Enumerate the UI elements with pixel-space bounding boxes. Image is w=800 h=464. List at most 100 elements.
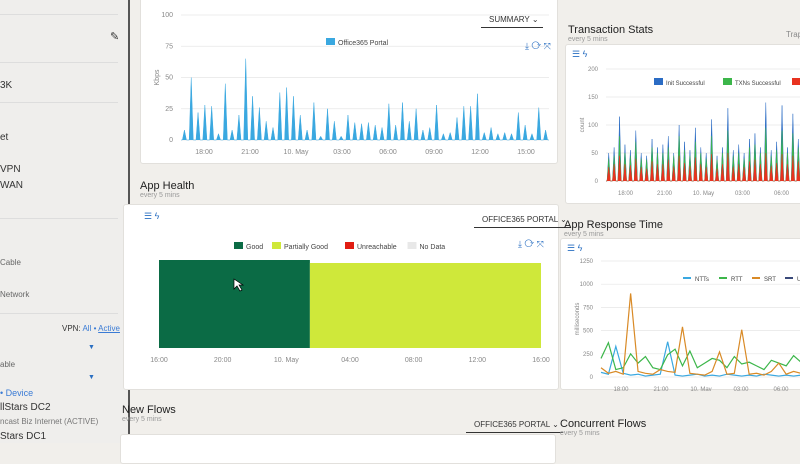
app-select-dropdown[interactable]: OFFICE365 PORTAL ⌄: [466, 420, 563, 433]
table-icon[interactable]: ☰: [572, 49, 581, 59]
x-tick-label: 21:00: [653, 387, 669, 391]
transaction-card: ☰ ϟ 0 50 100 150 200 18:00 21:00 10. May 03:00 06…: [565, 44, 800, 204]
y-axis-label: count: [580, 117, 586, 132]
legend-swatch: [345, 242, 354, 249]
x-tick-label: 18:00: [613, 387, 629, 391]
sidebar: ✎ 3K et VPN WAN Cable Network VPN: All •…: [0, 0, 130, 443]
legend-label: Unreachable: [357, 244, 397, 251]
section-subtitle: every 5 mins: [564, 231, 604, 238]
refresh-icon[interactable]: ⟳: [524, 239, 535, 249]
legend-swatch: [272, 242, 281, 249]
x-tick-label: 04:00: [341, 357, 359, 364]
download-icon[interactable]: ⤓: [525, 41, 529, 51]
health-segment-partially-good: [309, 263, 541, 348]
chart-toolbar: ☰ ϟ: [572, 49, 587, 60]
dropdown-label: SUMMARY: [489, 15, 530, 24]
section-title: App Health: [140, 180, 195, 192]
chevron-down-icon: ⌄: [560, 215, 567, 224]
x-tick-label: 08:00: [405, 357, 423, 364]
vpn-active-link[interactable]: Active: [98, 324, 120, 333]
chevron-down-icon[interactable]: ▼: [88, 374, 95, 381]
series-area: [606, 152, 800, 182]
site-name[interactable]: Stars DC1: [0, 431, 47, 442]
cursor-icon: [233, 278, 245, 292]
x-tick-label: 12:00: [469, 357, 487, 364]
y-axis-label: milliseconds: [575, 303, 581, 336]
section-subtitle: every 5 mins: [560, 430, 600, 437]
chart-toolbar: ⤓ ⟳ ⤧: [525, 41, 551, 52]
app-response-card: ☰ ϟ 0 250 500 750 1000 1250 18:00 21:00 10. May 0…: [560, 238, 800, 393]
x-tick-label: 06:00: [774, 191, 790, 197]
app-health-card: ☰ ϟ OFFICE365 PORTAL ⌄ ⤓ ⟳ ⤧ Good Partial…: [123, 204, 571, 390]
site-name[interactable]: llStars DC2: [0, 402, 51, 413]
x-tick-label: 03:00: [733, 387, 749, 391]
refresh-icon[interactable]: ⟳: [531, 41, 542, 51]
x-tick-label: 10. May: [274, 357, 299, 364]
sidebar-item[interactable]: VPN: [0, 164, 21, 175]
y-tick-label: 0: [595, 179, 599, 185]
y-tick-label: 75: [165, 43, 173, 50]
series-line: [600, 341, 800, 377]
legend-label: Good: [246, 244, 263, 251]
table-icon[interactable]: ☰: [567, 243, 576, 253]
sidebar-item[interactable]: Network: [0, 290, 30, 299]
x-tick-label: 20:00: [214, 357, 232, 364]
legend-label: UDP-TRT: [797, 277, 800, 283]
device-link[interactable]: Device: [5, 388, 34, 398]
chevron-down-icon: ⌄: [552, 420, 559, 429]
vpn-all-link[interactable]: All: [82, 324, 92, 333]
x-tick-label: 18:00: [618, 191, 634, 197]
new-flows-heading: New Flows every 5 mins: [122, 404, 176, 423]
section-title: App Response Time: [564, 219, 664, 231]
transaction-chart: 0 50 100 150 200 18:00 21:00 10. May 03:00 06:00 c…: [580, 67, 800, 197]
device-toggle[interactable]: • Device: [0, 388, 33, 398]
table-icon[interactable]: ☰: [144, 211, 153, 221]
legend-label: Init Successful: [666, 81, 705, 87]
y-tick-label: 1250: [580, 259, 594, 265]
series-line: [600, 293, 800, 376]
legend-swatch: [407, 242, 417, 249]
chart-toolbar: ☰ ϟ: [144, 211, 159, 222]
sidebar-item[interactable]: WAN: [0, 180, 23, 191]
x-tick-label: 10. May: [690, 387, 711, 391]
y-tick-label: 500: [583, 329, 594, 335]
chart-toolbar: ☰ ϟ: [567, 243, 582, 254]
legend-swatch: [723, 78, 732, 85]
x-tick-label: 10. May: [693, 191, 714, 197]
legend-label: Office365 Portal: [338, 40, 389, 47]
app-select-dropdown[interactable]: OFFICE365 PORTAL ⌄: [474, 215, 571, 228]
section-title: Concurrent Flows: [560, 418, 647, 430]
pencil-icon[interactable]: ✎: [110, 31, 120, 43]
dropdown-label: OFFICE365 PORTAL: [474, 420, 550, 429]
legend-label: NTTs: [695, 277, 709, 283]
chevron-down-icon: ⌄: [531, 15, 539, 24]
separator: •: [0, 388, 4, 398]
sidebar-item[interactable]: 3K: [0, 80, 13, 91]
transaction-title: Transaction Stats every 5 mins: [568, 24, 653, 43]
y-tick-label: 25: [165, 106, 173, 113]
app-response-chart: 0 250 500 750 1000 1250 18:00 21:00 10. May 03:00…: [575, 259, 800, 393]
vpn-filter: VPN: All • Active: [62, 324, 120, 333]
expand-icon[interactable]: ⤧: [543, 41, 551, 51]
summary-dropdown[interactable]: SUMMARY ⌄: [481, 15, 543, 28]
x-tick-label: 06:00: [379, 149, 397, 156]
lightning-icon[interactable]: ϟ: [582, 49, 588, 59]
sidebar-item[interactable]: et: [0, 132, 9, 143]
concurrent-flows-heading: Concurrent Flows every 5 mins: [560, 418, 646, 437]
chevron-down-icon[interactable]: ▼: [88, 344, 95, 351]
lightning-icon[interactable]: ϟ: [577, 243, 583, 253]
lightning-icon[interactable]: ϟ: [154, 211, 160, 221]
vpn-label: VPN:: [62, 324, 81, 333]
download-icon[interactable]: ⤓: [518, 239, 522, 249]
dropdown-label: OFFICE365 PORTAL: [482, 215, 558, 224]
section-title: Transaction Stats: [568, 24, 654, 36]
sidebar-item[interactable]: able: [0, 360, 16, 369]
expand-icon[interactable]: ⤧: [536, 239, 544, 249]
site-sub: ncast Biz Internet (ACTIVE): [0, 417, 99, 426]
throughput-chart: 0 25 50 75 100 18:00 21:00 10. May 03:00 06:00 09:…: [154, 12, 549, 156]
section-title: New Flows: [122, 404, 176, 416]
legend-swatch: [234, 242, 243, 249]
sidebar-item[interactable]: Cable: [0, 258, 21, 267]
x-tick-label: 18:00: [195, 149, 213, 156]
y-axis-label: Kbps: [154, 69, 161, 85]
